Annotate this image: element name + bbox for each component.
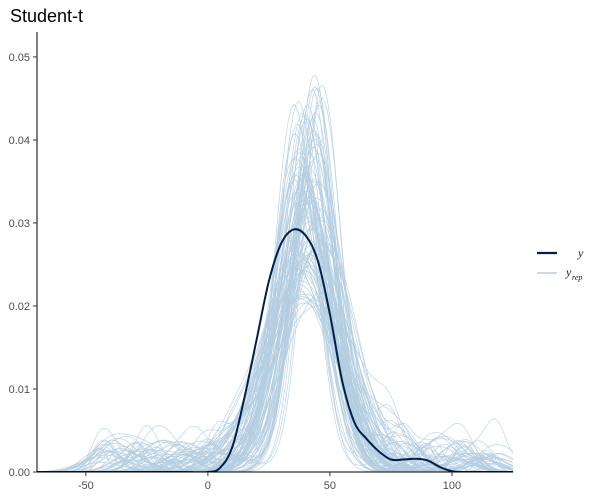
yrep-density-line bbox=[37, 293, 513, 472]
yrep-density-line bbox=[37, 200, 513, 472]
chart-title: Student-t bbox=[10, 6, 83, 26]
yrep-density-line bbox=[37, 208, 513, 472]
y-tick-label: 0.03 bbox=[9, 218, 30, 230]
yrep-density-line bbox=[37, 239, 513, 472]
ticks: -50 0 50 100 0.00 0.01 0.02 0.03 0.04 0.05 bbox=[9, 52, 462, 492]
yrep-density-line bbox=[37, 183, 513, 472]
yrep-density-line bbox=[37, 104, 513, 472]
yrep-density-line bbox=[37, 133, 513, 472]
y-tick-label: 0.05 bbox=[9, 52, 30, 64]
yrep-density-line bbox=[37, 248, 513, 472]
yrep-density-line bbox=[37, 148, 513, 472]
yrep-density-line bbox=[37, 152, 513, 472]
x-tick-label: 0 bbox=[205, 480, 211, 492]
legend-label-yrep: y bbox=[565, 265, 572, 279]
yrep-density-line bbox=[37, 85, 513, 472]
yrep-density-line bbox=[37, 250, 513, 472]
yrep-density-line bbox=[37, 74, 513, 472]
yrep-density-line bbox=[37, 88, 513, 472]
y-tick-label: 0.04 bbox=[9, 135, 30, 147]
legend-label-yrep-subscript: rep bbox=[572, 273, 582, 282]
y-tick-label: 0.00 bbox=[9, 467, 30, 479]
yrep-density-line bbox=[37, 291, 513, 472]
yrep-density-line bbox=[37, 130, 513, 472]
yrep-density-line bbox=[37, 84, 513, 472]
legend: y y rep bbox=[537, 246, 584, 282]
plot-area bbox=[37, 74, 513, 472]
yrep-density-line bbox=[37, 257, 513, 472]
x-tick-label: 50 bbox=[324, 480, 336, 492]
yrep-density-line bbox=[37, 87, 513, 472]
y-tick-label: 0.01 bbox=[9, 384, 30, 396]
yrep-density-line bbox=[37, 97, 513, 472]
x-tick-label: 100 bbox=[443, 480, 461, 492]
yrep-density-line bbox=[37, 266, 513, 472]
legend-label-y: y bbox=[577, 246, 584, 260]
axes bbox=[36, 32, 513, 473]
yrep-density-line bbox=[37, 129, 513, 472]
y-tick-label: 0.02 bbox=[9, 301, 30, 313]
x-tick-label: -50 bbox=[78, 480, 94, 492]
